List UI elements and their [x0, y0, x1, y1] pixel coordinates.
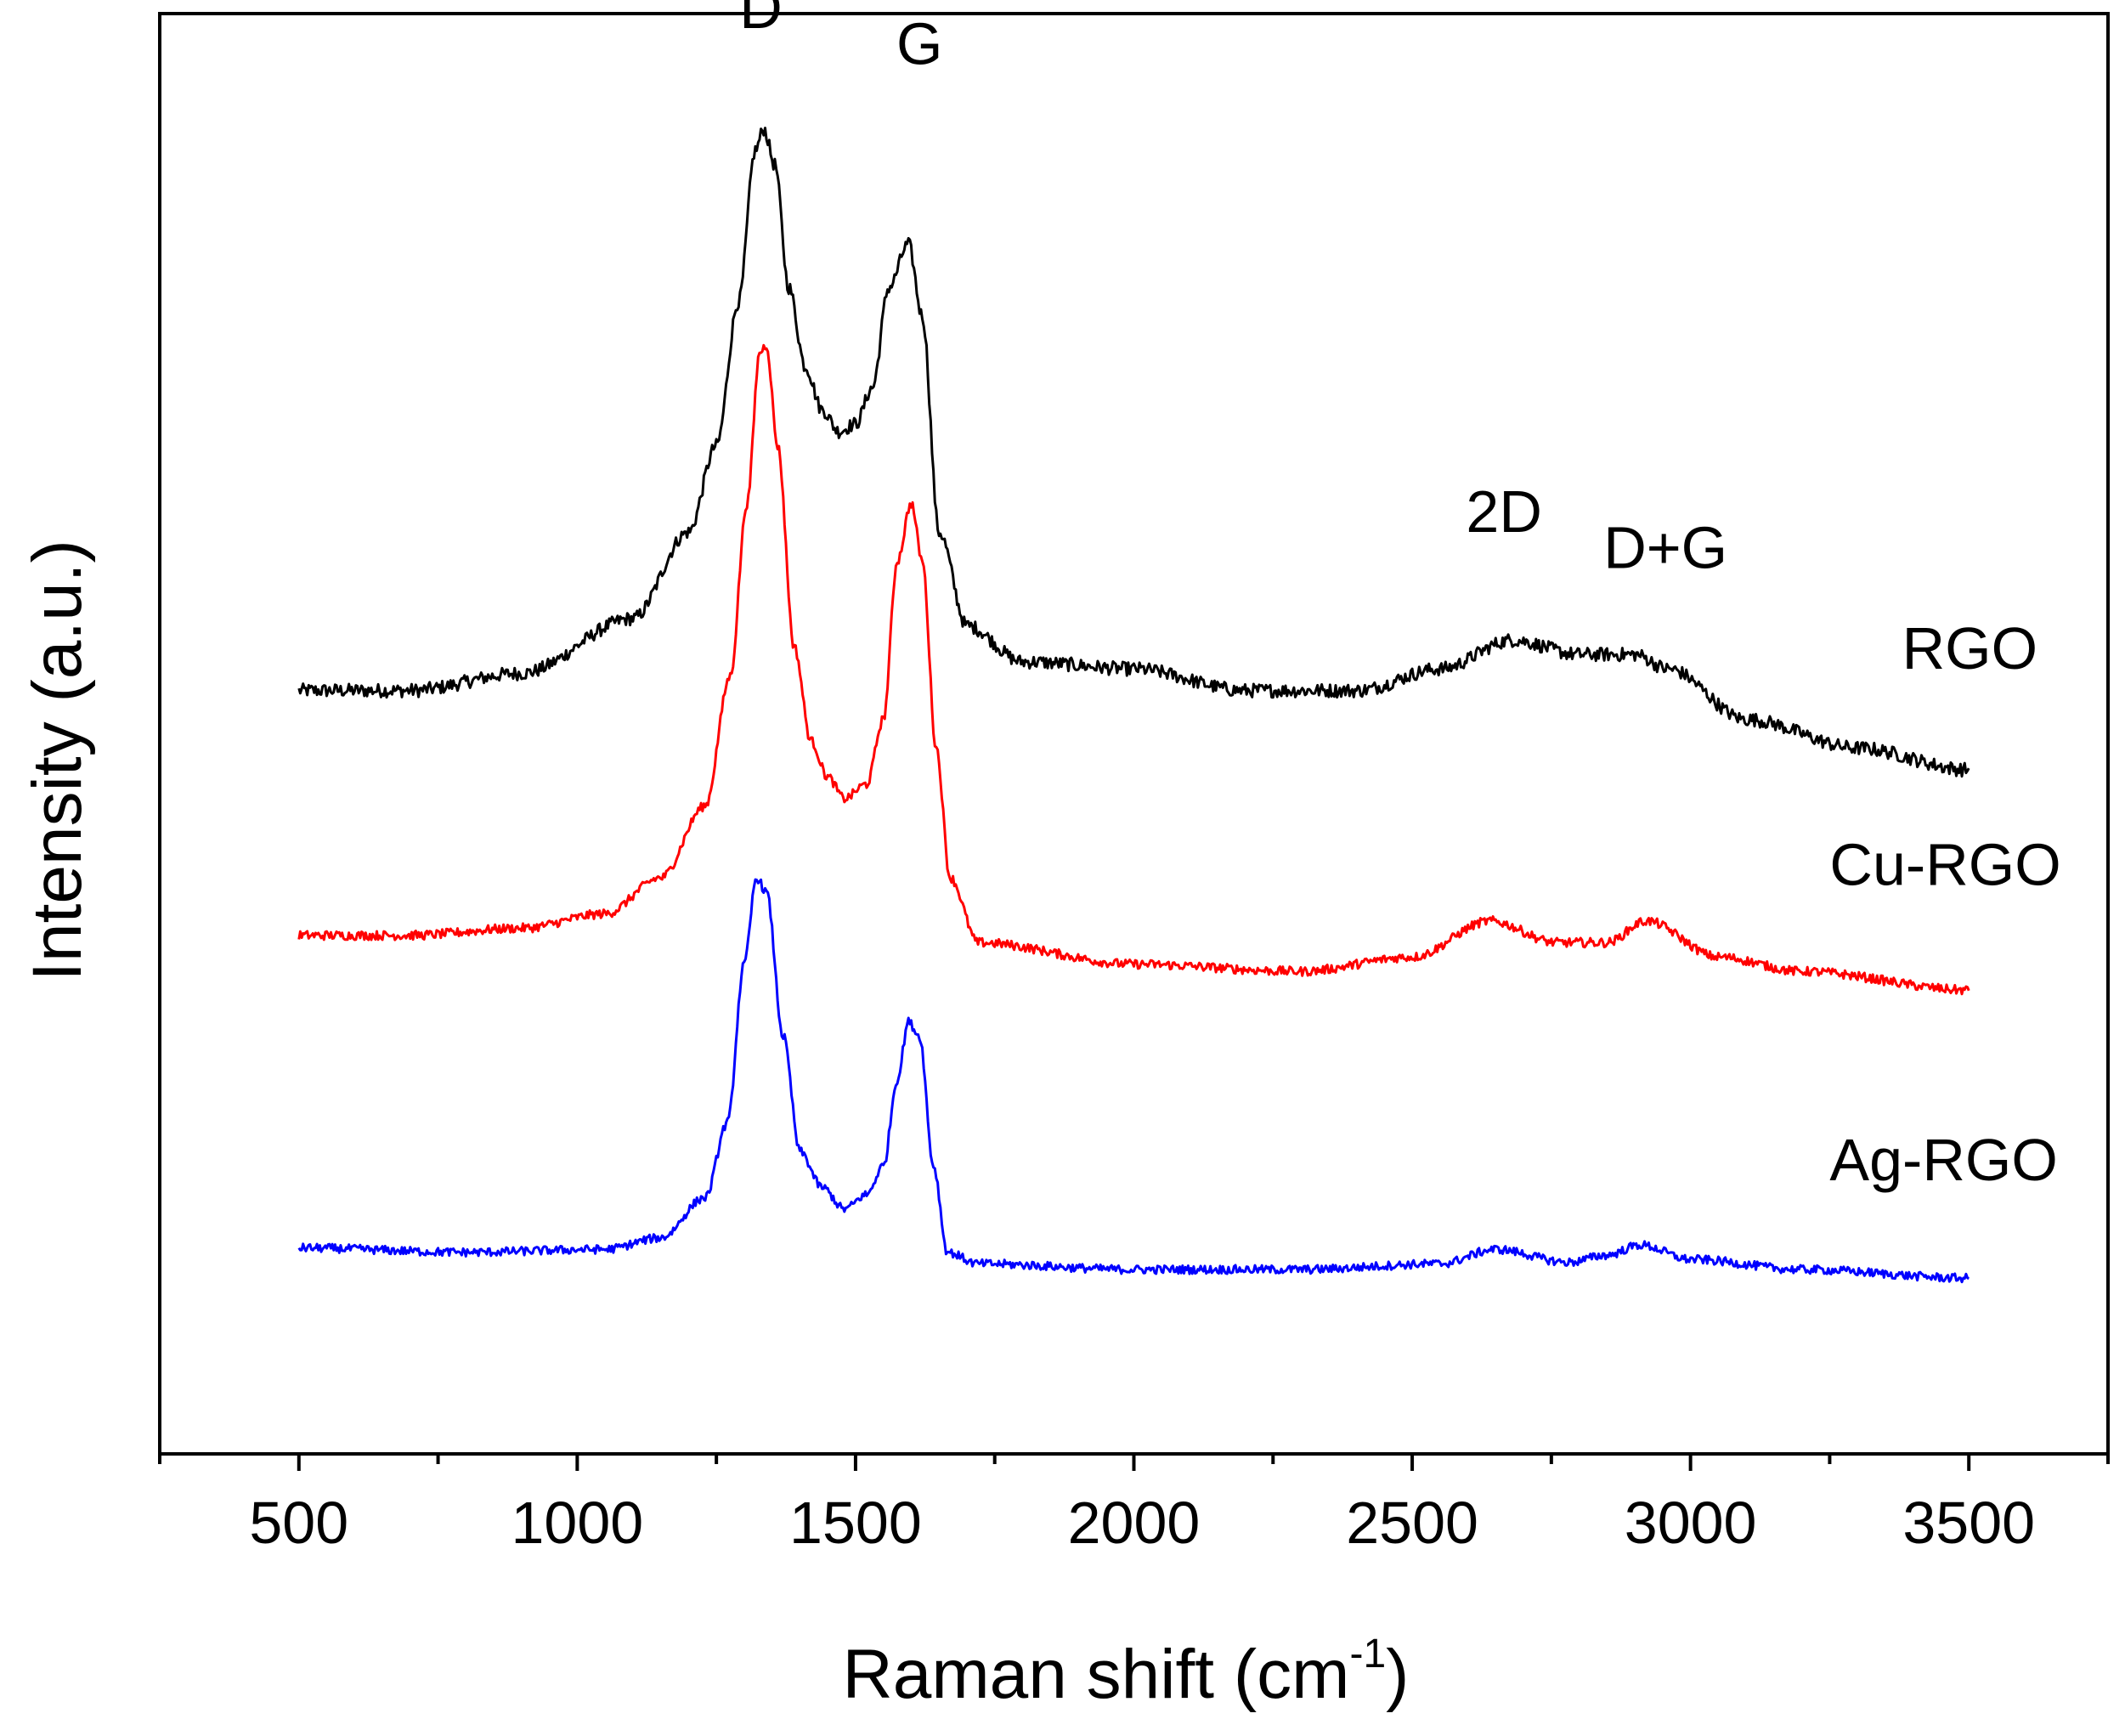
x-tick-label: 3500	[1902, 1490, 2035, 1556]
series-line-ag-rgo	[297, 878, 1970, 1284]
peak-annotation: G	[896, 10, 942, 76]
series-group	[297, 127, 1970, 1284]
x-tick-label: 1500	[789, 1490, 922, 1556]
peak-annotation: D+G	[1603, 515, 1727, 581]
y-axis-title: Intensity (a.u.)	[19, 540, 96, 981]
series-line-cu-rgo	[297, 343, 1970, 996]
series-label-ag-rgo: Ag-RGO	[1829, 1127, 2057, 1193]
peak-annotation: 2D	[1466, 478, 1541, 545]
x-axis-title-end: )	[1386, 1636, 1409, 1713]
x-axis-title-superscript: -1	[1349, 1631, 1386, 1677]
series-label-rgo: RGO	[1902, 615, 2037, 681]
x-axis-ticks: 500 1000 1500 2000 2500 3000 3500	[158, 1454, 2110, 1556]
plot-frame	[158, 12, 2110, 1456]
x-tick-label: 500	[249, 1490, 348, 1556]
x-tick-label: 2500	[1346, 1490, 1478, 1556]
series-line-rgo	[297, 127, 1970, 778]
peak-annotation: D	[739, 0, 783, 41]
x-tick-label: 3000	[1625, 1490, 1757, 1556]
series-label-cu-rgo: Cu-RGO	[1829, 831, 2060, 897]
x-tick-label: 1000	[511, 1490, 643, 1556]
x-axis-title: Raman shift (cm-1)	[843, 1631, 1410, 1713]
labels-group: RGO Cu-RGO Ag-RGO D G 2D D+G	[739, 0, 2060, 1193]
x-tick-label: 2000	[1068, 1490, 1201, 1556]
x-axis-title-main: Raman shift (cm	[843, 1636, 1350, 1713]
